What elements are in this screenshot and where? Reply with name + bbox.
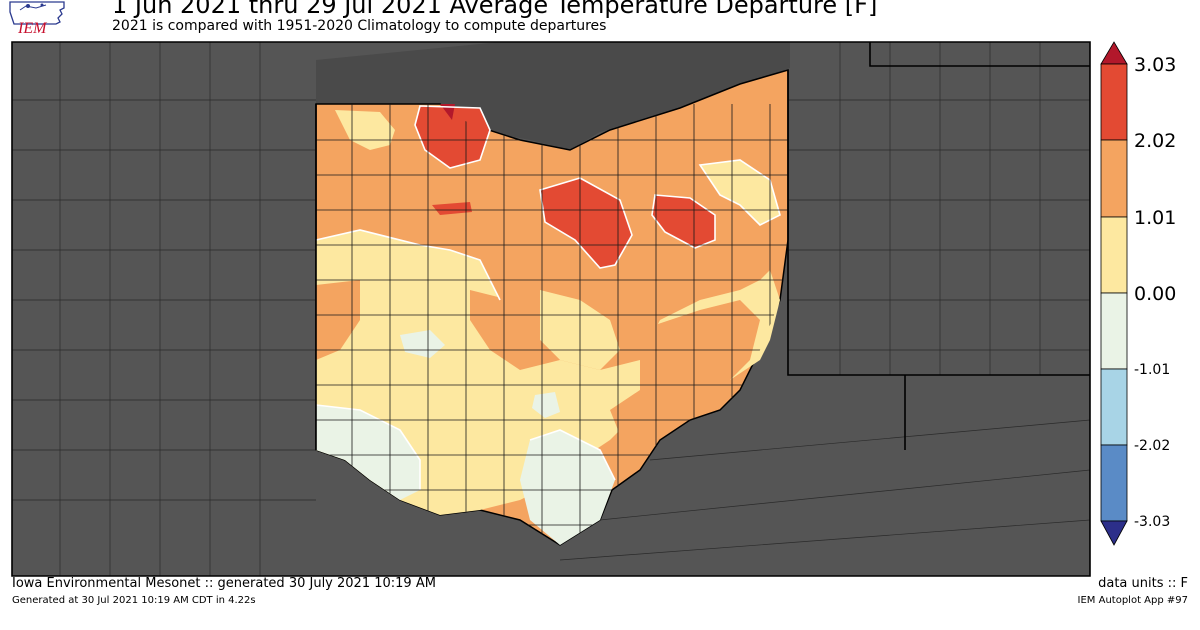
colorbar-label-neg3.03: -3.03 — [1134, 514, 1171, 530]
colorbar-label-neg2.02: -2.02 — [1134, 438, 1171, 454]
contour-green-sw — [316, 405, 420, 500]
colorbar-label-0.00: 0.00 — [1134, 283, 1177, 305]
contour-red-small — [432, 202, 472, 215]
colorbar-label-3.03: 3.03 — [1134, 54, 1177, 76]
footer-data-units: data units :: F — [1098, 576, 1188, 591]
lake-erie — [316, 42, 790, 150]
contour-green-s — [520, 430, 615, 545]
map-title: 1 Jun 2021 thru 29 Jul 2021 Average Temp… — [112, 0, 878, 19]
colorbar-label-1.01: 1.01 — [1134, 207, 1177, 229]
contour-red-e — [652, 195, 715, 248]
logo-text: IEM — [17, 20, 48, 36]
contour-green-c2 — [532, 392, 560, 418]
contour-yellow-sw — [316, 230, 780, 515]
contour-yellow-ne — [700, 160, 780, 225]
contour-green-c — [400, 330, 445, 358]
colorbar-label-2.02: 2.02 — [1134, 130, 1177, 152]
footer-generated-detail: Generated at 30 Jul 2021 10:19 AM CDT in… — [12, 595, 256, 606]
neighbor-county-lines — [12, 42, 1091, 576]
colorbar — [1100, 41, 1128, 546]
contour-orange-w — [316, 280, 360, 360]
state-borders — [11, 41, 1091, 577]
contour-darkred — [440, 104, 455, 120]
contour-orange-se — [610, 300, 760, 435]
contour-red-c — [540, 178, 632, 268]
iem-logo: IEM — [9, 1, 65, 36]
contour-red-nw — [415, 106, 490, 168]
colorbar-label-neg1.01: -1.01 — [1134, 362, 1171, 378]
footer-generated: Iowa Environmental Mesonet :: generated … — [12, 576, 436, 591]
map-subtitle: 2021 is compared with 1951-2020 Climatol… — [112, 18, 607, 34]
county-lines — [316, 104, 788, 545]
footer-autoplot-app: IEM Autoplot App #97 — [1077, 595, 1188, 606]
